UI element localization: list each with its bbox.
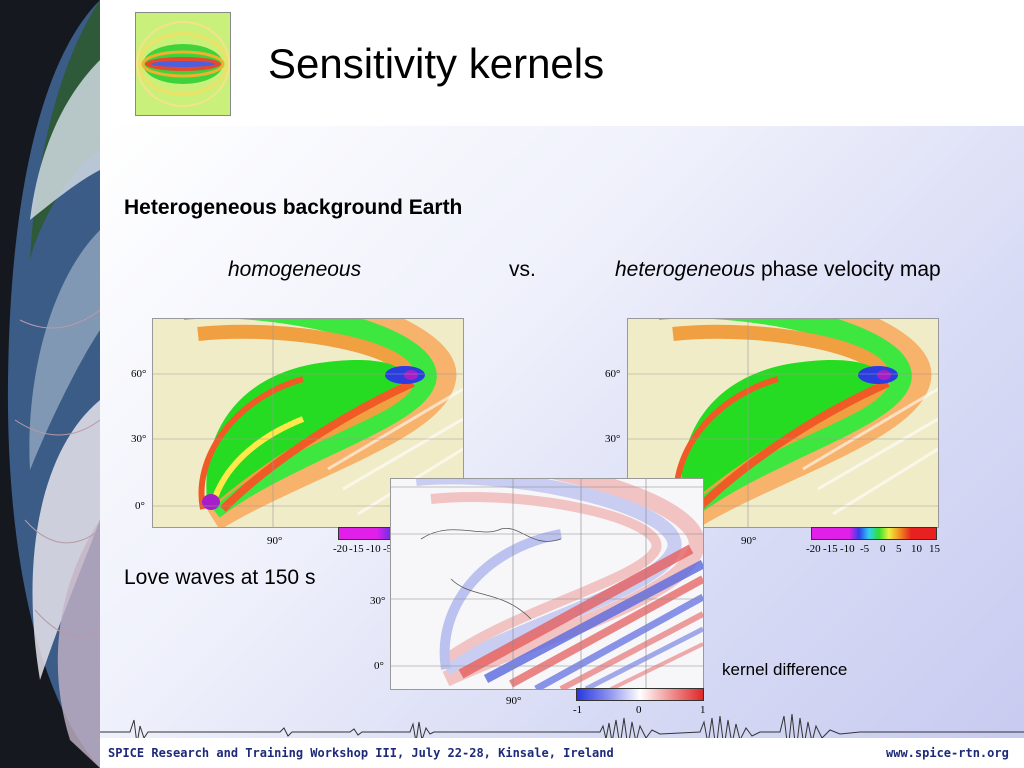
section-subtitle: Heterogeneous background Earth <box>124 196 463 219</box>
footer-website-link[interactable]: www.spice-rtn.org <box>886 746 1009 760</box>
right-cb-tick-8: 15 <box>929 543 940 555</box>
kernel-logo-image <box>135 12 231 116</box>
title-area <box>100 0 1024 126</box>
page-title: Sensitivity kernels <box>268 40 605 87</box>
right-cb-tick-6: 5 <box>896 543 902 555</box>
left-map-lat-60: 60° <box>131 368 147 380</box>
homogeneous-label: homogeneous <box>228 258 362 281</box>
left-cb-tick-4: -5 <box>383 543 393 555</box>
right-cb-tick-5: 0 <box>880 543 886 555</box>
right-cb-tick-4: -5 <box>860 543 870 555</box>
diff-map-lat-30: 30° <box>370 595 386 607</box>
kernel-difference-map <box>390 449 706 693</box>
left-cb-tick-3: -10 <box>366 543 381 555</box>
left-cb-tick-2: -15 <box>349 543 364 555</box>
heterogeneous-italic: heterogeneous <box>615 258 756 281</box>
diff-cb-tick-2: 0 <box>636 704 642 716</box>
vs-label: vs. <box>509 258 536 281</box>
diff-map-lon-90: 90° <box>506 695 522 707</box>
phase-velocity-map-text: phase velocity map <box>760 258 941 281</box>
right-cb-tick-1: -20 <box>806 543 821 555</box>
right-map-lon-90: 90° <box>741 535 757 547</box>
left-map-lat-30: 30° <box>131 433 147 445</box>
diff-cb-tick-1: -1 <box>573 704 583 716</box>
left-colorbar <box>338 527 394 540</box>
left-map-lat-0: 0° <box>135 500 145 512</box>
right-cb-tick-3: -10 <box>840 543 855 555</box>
kernel-difference-label: kernel difference <box>722 660 848 679</box>
footer-bar <box>100 738 1024 768</box>
diff-colorbar <box>576 688 704 701</box>
right-map-lat-30: 30° <box>605 433 621 445</box>
love-waves-label: Love waves at 150 s <box>124 566 316 589</box>
right-colorbar <box>811 527 937 540</box>
heterogeneous-label: heterogeneous phase velocity map <box>615 258 941 282</box>
footer-workshop-text: SPICE Research and Training Workshop III… <box>108 746 614 760</box>
earth-image-strip <box>0 0 100 768</box>
diff-map-lat-0: 0° <box>374 660 384 672</box>
left-cb-tick-1: -20 <box>333 543 348 555</box>
right-cb-tick-7: 10 <box>911 543 922 555</box>
left-map-lon-90: 90° <box>267 535 283 547</box>
right-cb-tick-2: -15 <box>823 543 838 555</box>
diff-cb-tick-3: 1 <box>700 704 706 716</box>
right-map-lat-60: 60° <box>605 368 621 380</box>
homogeneous-kernel-map <box>152 274 464 531</box>
